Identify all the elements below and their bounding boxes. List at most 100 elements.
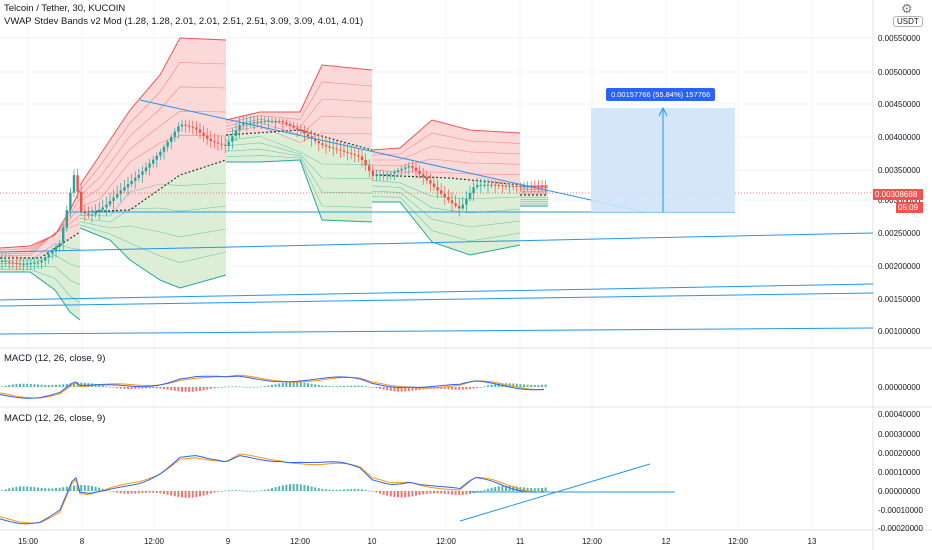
macd2-tick: -0.00010000 <box>878 506 923 515</box>
candle <box>357 155 360 157</box>
histogram-bar <box>418 387 421 390</box>
histogram-bar <box>307 485 309 491</box>
histogram-bar <box>281 382 284 387</box>
histogram-bar <box>465 491 468 495</box>
candle <box>443 193 446 198</box>
candle <box>216 142 220 144</box>
histogram-bar <box>44 488 47 491</box>
candle <box>162 146 166 152</box>
histogram-bar <box>314 384 317 387</box>
candle <box>62 227 65 244</box>
candle <box>303 131 306 134</box>
candle <box>324 144 328 147</box>
indicator-label[interactable]: VWAP Stdev Bands v2 Mod (1.28, 1.28, 2.0… <box>4 16 364 27</box>
lower-band-line <box>371 196 521 242</box>
histogram-bar <box>353 489 356 491</box>
histogram-bar <box>47 488 50 491</box>
histogram-bar <box>343 385 345 387</box>
histogram-bar <box>454 387 457 390</box>
macd1-label[interactable]: MACD (12, 26, close, 9) <box>4 353 106 364</box>
currency-badge[interactable]: USDT <box>893 16 923 27</box>
candle <box>130 180 133 185</box>
histogram-bar <box>253 490 255 492</box>
histogram-bar <box>134 491 137 494</box>
histogram-bar <box>332 386 335 387</box>
histogram-bar <box>458 491 461 495</box>
macd2-label[interactable]: MACD (12, 26, close, 9) <box>4 413 106 424</box>
vwap-line <box>225 129 373 151</box>
candle <box>404 167 407 169</box>
histogram-bar <box>260 490 263 491</box>
histogram-bar <box>515 486 518 491</box>
histogram-bar <box>181 387 183 392</box>
candle <box>141 171 144 175</box>
price-tick: 0.00400000 <box>878 133 921 142</box>
histogram-bar <box>267 385 270 387</box>
histogram-bar <box>429 491 432 494</box>
candle <box>389 173 392 175</box>
histogram-bar <box>40 384 43 387</box>
histogram-bar <box>112 491 115 492</box>
histogram-bar <box>159 387 162 389</box>
price-tick: 0.00450000 <box>878 100 921 109</box>
lower-band-edge <box>372 201 521 256</box>
histogram-bar <box>253 386 255 388</box>
histogram-bar <box>127 491 129 494</box>
candle <box>346 151 349 153</box>
candle <box>116 193 119 198</box>
histogram-bar <box>105 386 108 387</box>
histogram-bar <box>343 489 345 491</box>
macd-line <box>0 455 545 525</box>
histogram-bar <box>15 486 18 491</box>
trendlines[interactable] <box>0 99 874 335</box>
histogram-bar <box>267 488 270 491</box>
histogram-bar <box>73 485 75 491</box>
candle <box>465 198 468 205</box>
histogram-bar <box>299 382 302 387</box>
histogram-bar <box>137 387 140 389</box>
candle <box>342 150 346 152</box>
candle <box>166 141 169 147</box>
candle <box>537 186 540 188</box>
histogram-bar <box>195 491 198 498</box>
candle <box>317 141 320 144</box>
histogram-bar <box>346 385 349 387</box>
candle <box>40 260 43 263</box>
candle <box>76 175 79 192</box>
candle <box>407 166 410 168</box>
histogram-bar <box>472 387 475 389</box>
gear-icon[interactable]: ⚙ <box>901 1 913 16</box>
histogram-bar <box>400 491 403 498</box>
macd2-tick: -0.00020000 <box>878 524 923 533</box>
histogram-bar <box>55 488 57 491</box>
histogram-bar <box>339 386 342 387</box>
candle <box>519 186 522 188</box>
histogram-bar <box>375 491 378 493</box>
candle <box>461 204 464 209</box>
candle <box>8 261 11 263</box>
lower-band-line <box>225 155 373 208</box>
histogram-bar <box>310 383 313 387</box>
countdown-tag: 05:09 <box>896 202 923 213</box>
measure-ruler[interactable] <box>591 106 735 212</box>
histogram-bar <box>335 489 338 491</box>
candle <box>177 126 180 132</box>
histogram-bar <box>530 384 533 387</box>
candle <box>98 209 101 213</box>
candle <box>533 186 536 188</box>
candle <box>18 263 22 265</box>
macd2-tick: 0.00000000 <box>878 487 921 496</box>
histogram-bar <box>371 491 374 492</box>
histogram-bar <box>15 384 18 387</box>
histogram-bar <box>141 387 144 389</box>
symbol-title[interactable]: Telcoin / Tether, 30, KUCOIN <box>4 3 126 14</box>
histogram-bar <box>188 387 191 392</box>
histogram-bar <box>26 486 29 491</box>
upper-band-line <box>225 98 373 128</box>
candle <box>285 122 288 125</box>
histogram-bar <box>321 488 324 491</box>
histogram-bar <box>447 491 450 495</box>
time-label: 12:00 <box>582 537 603 546</box>
candle <box>36 262 40 264</box>
